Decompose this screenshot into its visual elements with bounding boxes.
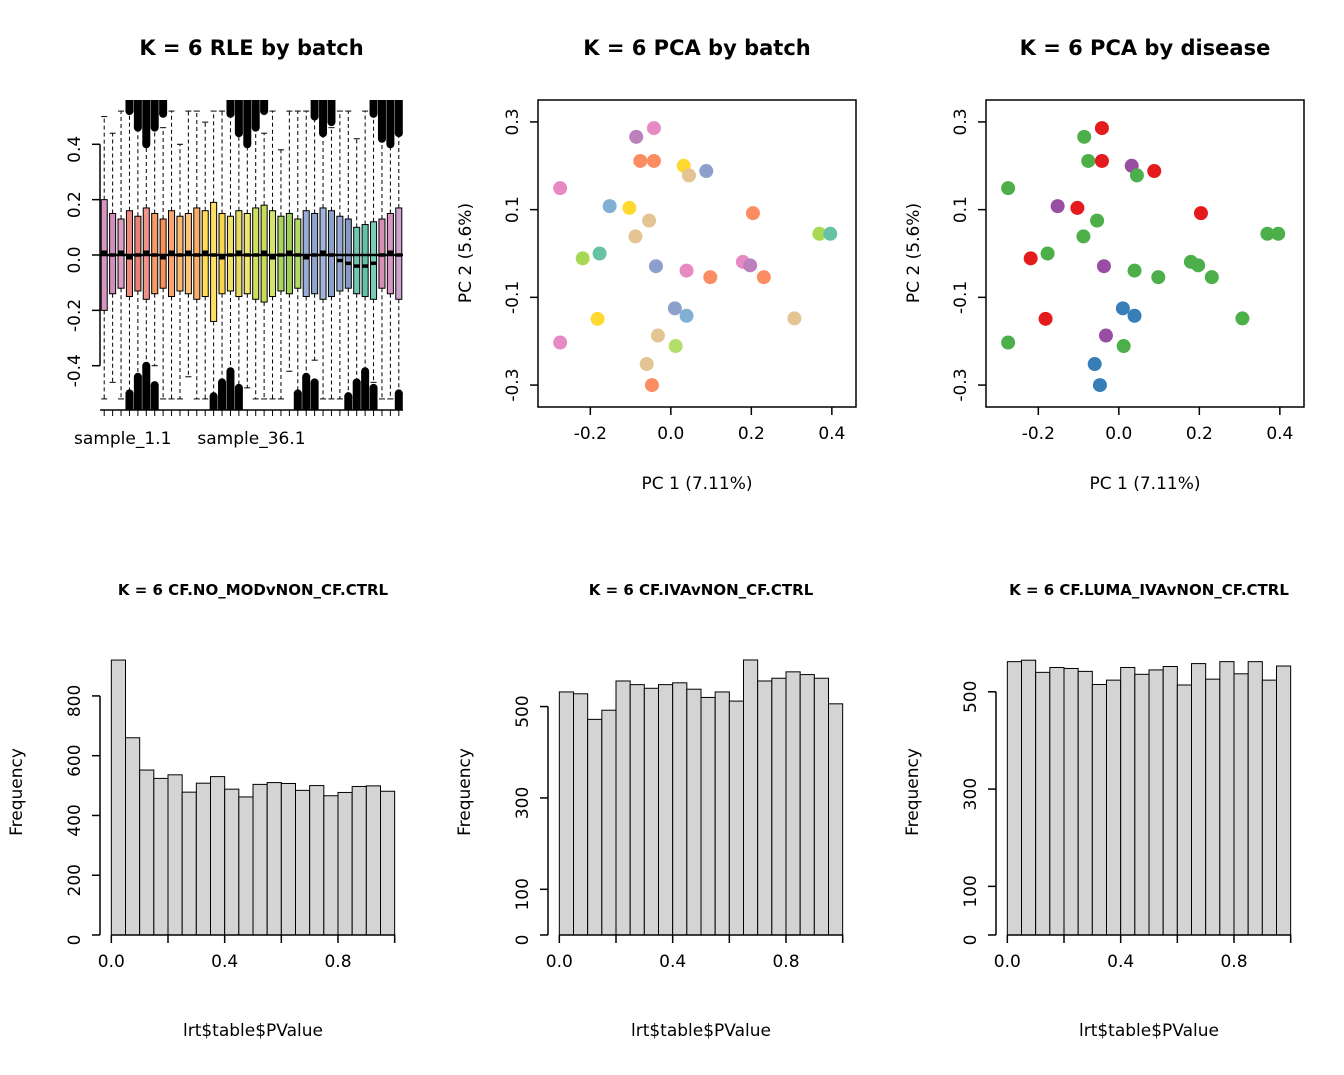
pvalue-histogram-canvas: 0 100 300 500 0.0 0.4 0.8 [513,659,844,972]
svg-text:0.1: 0.1 [951,196,971,223]
svg-text:0.4: 0.4 [65,136,85,163]
svg-text:500: 500 [961,681,981,713]
svg-text:0: 0 [65,935,85,946]
svg-text:600: 600 [65,744,85,776]
svg-text:300: 300 [961,778,981,810]
svg-text:0.0: 0.0 [1105,424,1132,444]
svg-text:0.8: 0.8 [324,952,351,972]
svg-text:0.8: 0.8 [772,952,799,972]
pvalue-histogram-canvas: 0 200 400 600 800 0.0 0.4 0.8 [65,659,396,972]
svg-text:-0.1: -0.1 [503,281,523,314]
svg-text:0.4: 0.4 [1107,952,1134,972]
svg-text:0: 0 [961,935,981,946]
svg-text:0.0: 0.0 [994,952,1021,972]
svg-text:-0.2: -0.2 [574,424,607,444]
svg-text:0: 0 [513,935,533,946]
y-axis-label: Frequency [455,748,475,836]
x-axis-label: lrt$table$PValue [182,1021,323,1041]
svg-text:0.0: 0.0 [65,246,85,273]
svg-text:100: 100 [961,875,981,907]
svg-text:0.0: 0.0 [657,424,684,444]
svg-text:0.2: 0.2 [65,191,85,218]
svg-text:0.0: 0.0 [546,952,573,972]
x-axis-label: lrt$table$PValue [1078,1021,1219,1041]
panel-pca-by-batch: K = 6 PCA by batch -0.2 0.0 0.2 0.4 -0.3 -0.1… [448,0,896,537]
panel-title: K = 6 CF.LUMA_IVAvNON_CF.CTRL [1009,581,1289,599]
svg-text:-0.2: -0.2 [1022,424,1055,444]
svg-text:100: 100 [513,878,533,910]
panel-title: K = 6 PCA by disease [1019,36,1271,60]
panel-title: K = 6 PCA by batch [583,36,811,60]
x-axis-label: lrt$table$PValue [630,1021,771,1041]
y-axis-label: Frequency [7,748,27,836]
svg-text:-0.3: -0.3 [503,368,523,401]
y-axis-label: Frequency [903,748,923,836]
svg-text:400: 400 [65,804,85,836]
x-axis-label: PC 1 (7.11%) [641,474,753,494]
svg-text:sample_1.1: sample_1.1 [74,429,171,449]
pca-disease-scatter-canvas: -0.2 0.0 0.2 0.4 -0.3 -0.1 0.1 0.3 [951,99,1305,444]
svg-text:-0.4: -0.4 [65,354,85,387]
svg-text:0.4: 0.4 [1266,424,1293,444]
y-axis-label: PC 2 (5.6%) [456,202,476,304]
svg-text:200: 200 [65,864,85,896]
svg-text:sample_36.1: sample_36.1 [197,429,305,449]
svg-text:0.3: 0.3 [503,108,523,135]
svg-text:300: 300 [513,787,533,819]
panel-title: K = 6 RLE by batch [139,36,364,60]
y-axis-label: PC 2 (5.6%) [904,202,924,304]
svg-text:0.2: 0.2 [1186,424,1213,444]
panel-pca-by-disease: K = 6 PCA by disease -0.2 0.0 0.2 0.4 -0.3 -0… [896,0,1344,537]
svg-text:500: 500 [513,695,533,727]
panel-title: K = 6 CF.IVAvNON_CF.CTRL [588,581,814,599]
x-axis-label: PC 1 (7.11%) [1089,474,1201,494]
svg-text:0.4: 0.4 [818,424,845,444]
rle-boxplot-canvas: -0.4 -0.2 0.0 0.2 0.4 sample_1.1 sample_36.1 [65,100,403,449]
svg-text:-0.1: -0.1 [951,281,971,314]
svg-text:800: 800 [65,685,85,717]
svg-text:0.8: 0.8 [1220,952,1247,972]
svg-text:0.4: 0.4 [211,952,238,972]
panel-hist-luma-iva: K = 6 CF.LUMA_IVAvNON_CF.CTRL 0 100 300 500… [896,537,1344,1075]
svg-text:0.2: 0.2 [738,424,765,444]
svg-text:0.3: 0.3 [951,108,971,135]
pvalue-histogram-canvas: 0 100 300 500 0.0 0.4 0.8 [961,659,1292,972]
svg-text:0.0: 0.0 [98,952,125,972]
svg-text:0.1: 0.1 [503,196,523,223]
panel-title: K = 6 CF.NO_MODvNON_CF.CTRL [117,581,389,599]
svg-text:-0.2: -0.2 [65,299,85,332]
panel-hist-iva: K = 6 CF.IVAvNON_CF.CTRL 0 100 300 500 0.0 0.… [448,537,896,1075]
svg-text:-0.3: -0.3 [951,368,971,401]
svg-text:0.4: 0.4 [659,952,686,972]
panel-hist-no-mod: K = 6 CF.NO_MODvNON_CF.CTRL 0 200 400 600 80… [0,537,448,1075]
panel-rle-by-batch: K = 6 RLE by batch -0.4 -0.2 0.0 0.2 0.4 samp… [0,0,448,537]
pca-batch-scatter-canvas: -0.2 0.0 0.2 0.4 -0.3 -0.1 0.1 0.3 [503,99,857,444]
